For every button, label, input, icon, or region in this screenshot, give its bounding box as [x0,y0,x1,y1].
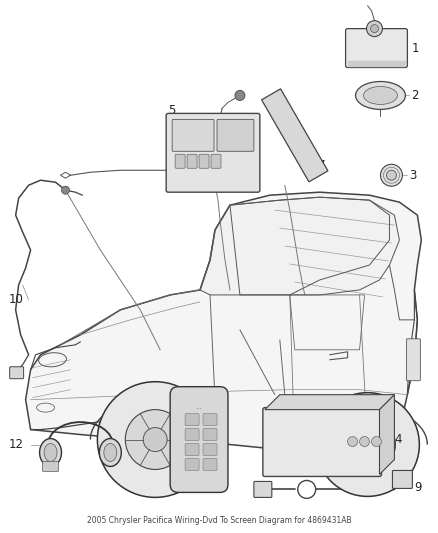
Text: 4: 4 [395,433,402,446]
Text: 5: 5 [168,104,176,117]
FancyBboxPatch shape [203,429,217,441]
Circle shape [381,164,403,186]
Ellipse shape [39,439,61,466]
Text: 3: 3 [410,169,417,182]
FancyBboxPatch shape [185,414,199,425]
FancyBboxPatch shape [203,443,217,456]
Text: 11: 11 [178,154,193,167]
Polygon shape [348,61,406,66]
FancyBboxPatch shape [217,119,254,151]
FancyBboxPatch shape [185,443,199,456]
Text: 2: 2 [411,89,419,102]
Ellipse shape [364,86,397,104]
FancyBboxPatch shape [263,408,381,477]
FancyBboxPatch shape [185,429,199,441]
FancyBboxPatch shape [254,481,272,497]
Ellipse shape [356,82,406,109]
Text: 12: 12 [9,438,24,451]
FancyBboxPatch shape [203,414,217,425]
FancyBboxPatch shape [175,154,185,168]
Circle shape [371,437,381,447]
Text: ...: ... [196,403,202,410]
Polygon shape [25,192,421,449]
FancyBboxPatch shape [199,154,209,168]
Circle shape [235,91,245,100]
Polygon shape [379,394,395,474]
Polygon shape [261,89,328,182]
Text: 13: 13 [152,428,167,441]
FancyBboxPatch shape [42,462,59,472]
Text: 9: 9 [414,481,422,494]
FancyBboxPatch shape [166,114,260,192]
Circle shape [61,186,70,194]
FancyBboxPatch shape [211,154,221,168]
FancyBboxPatch shape [406,339,420,381]
Circle shape [360,437,370,447]
FancyBboxPatch shape [203,458,217,471]
Circle shape [371,25,378,33]
FancyBboxPatch shape [187,154,197,168]
Circle shape [143,427,167,451]
Circle shape [386,170,396,180]
FancyBboxPatch shape [170,386,228,492]
FancyBboxPatch shape [185,458,199,471]
Text: 7: 7 [318,159,325,172]
Text: 2005 Chrysler Pacifica Wiring-Dvd To Screen Diagram for 4869431AB: 2005 Chrysler Pacifica Wiring-Dvd To Scr… [87,516,351,526]
Circle shape [367,21,382,37]
Ellipse shape [99,439,121,466]
Circle shape [97,382,213,497]
FancyBboxPatch shape [346,29,407,68]
Polygon shape [200,197,399,295]
Circle shape [316,393,419,496]
FancyBboxPatch shape [392,471,413,488]
FancyBboxPatch shape [172,119,214,151]
Text: 10: 10 [9,293,24,306]
Text: 1: 1 [411,42,419,55]
Ellipse shape [104,443,117,462]
Ellipse shape [44,443,57,462]
Circle shape [125,410,185,470]
FancyBboxPatch shape [10,367,24,379]
Circle shape [339,417,396,472]
Circle shape [348,437,357,447]
Circle shape [357,433,378,456]
Polygon shape [265,394,395,410]
